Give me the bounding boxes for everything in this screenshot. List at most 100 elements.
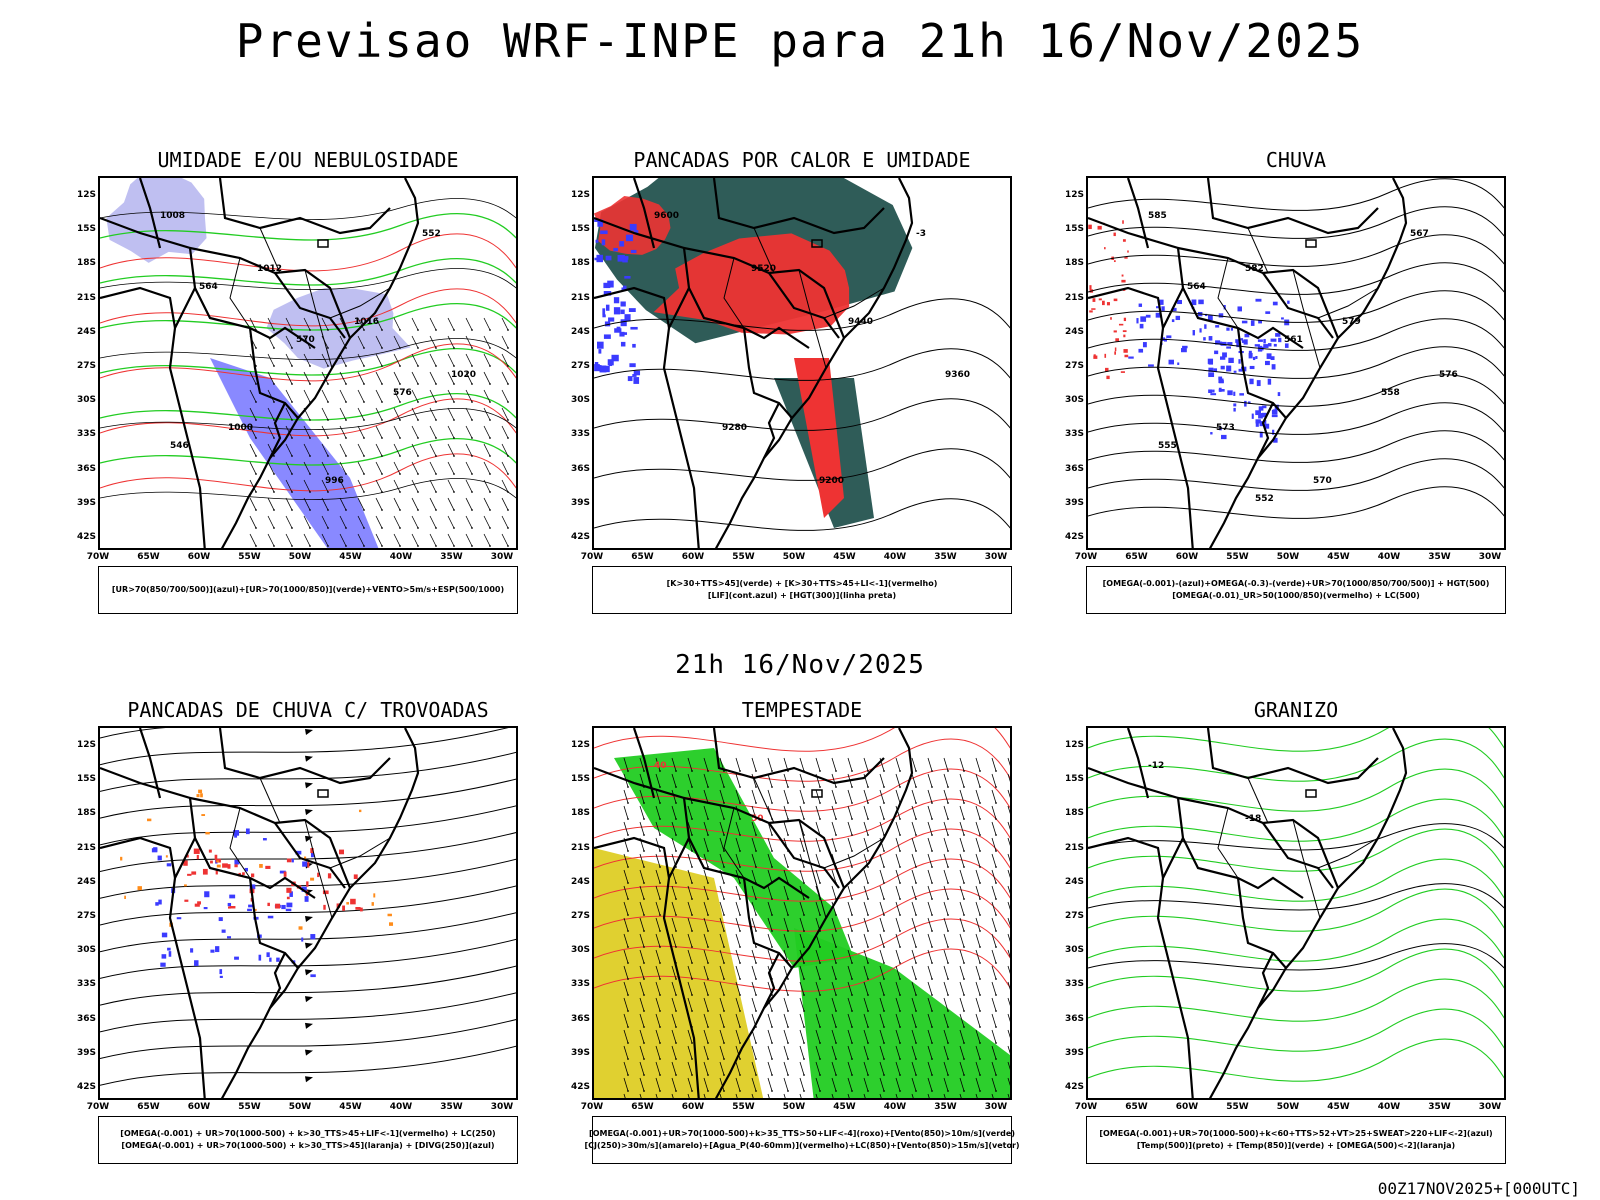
wind-vector <box>339 533 347 547</box>
green-contour <box>100 258 516 286</box>
wind-vector <box>393 479 401 493</box>
omega-blue <box>1263 344 1269 348</box>
divg-blue <box>234 956 239 960</box>
wind-vector <box>267 461 275 475</box>
omega-blue <box>1148 364 1154 367</box>
wind-vector <box>655 789 661 804</box>
thunder-red <box>342 905 346 911</box>
map-trovoadas[interactable] <box>98 726 518 1100</box>
lat-tick-label: 12S <box>1064 740 1084 750</box>
wind-vector <box>943 1013 949 1028</box>
lif-blue <box>620 301 626 307</box>
wind-vector <box>895 1045 901 1060</box>
wind-vector <box>911 869 917 884</box>
wind-vector <box>639 981 645 996</box>
contour-label: 996 <box>325 476 344 486</box>
lon-tick-label: 55W <box>1226 1102 1249 1112</box>
wind-vector <box>639 757 645 772</box>
wind-vector <box>831 789 837 804</box>
map-tempestade[interactable]: 40 50 <box>592 726 1012 1100</box>
omega-blue <box>1208 359 1213 365</box>
red-contour <box>100 453 516 492</box>
wind-vector <box>1007 1077 1010 1086</box>
thunder-orange <box>120 856 123 861</box>
wind-vector <box>639 885 645 900</box>
wind-vector <box>847 805 853 820</box>
wind-vector <box>719 885 725 900</box>
wind-vector <box>687 1045 693 1060</box>
lat-tick-label: 15S <box>1064 774 1084 785</box>
thunder-orange <box>298 926 303 930</box>
country-border <box>218 178 391 235</box>
wind-vector <box>671 1061 677 1076</box>
temp500-black <box>1088 823 1504 851</box>
wind-vector <box>767 901 773 916</box>
wind-vector <box>393 335 401 349</box>
omega-blue <box>1270 338 1277 342</box>
omega-blue <box>1239 393 1244 396</box>
lat-tick-label: 12S <box>570 740 590 750</box>
wind-vector <box>831 885 837 900</box>
wind-vector <box>285 371 293 385</box>
wind-vector <box>767 1045 773 1060</box>
omega-red <box>1114 351 1116 355</box>
wind-vector <box>639 1077 645 1092</box>
wind-vector <box>465 353 473 367</box>
wind-vector <box>501 497 509 511</box>
lon-tick-label: 65W <box>631 552 654 562</box>
country-border <box>218 728 391 785</box>
omega-blue <box>1228 357 1234 363</box>
wind-vector <box>847 1077 853 1092</box>
map-chuva[interactable]: 585 582 579 576 573 570 567 564 561 558 555 552 <box>1086 176 1506 550</box>
map-pancadas-calor[interactable]: 9600 9520 9440 9360 9280 9200 -3 <box>592 176 1012 550</box>
wind-vector <box>655 981 661 996</box>
state-border <box>1217 807 1239 879</box>
wind-vector <box>703 949 709 964</box>
omega-blue <box>1182 345 1188 349</box>
thunder-orange <box>198 789 203 794</box>
wind-vector <box>267 533 275 547</box>
omega-red <box>1121 279 1126 283</box>
omega-red <box>1093 354 1096 357</box>
wind-vector <box>655 1045 661 1060</box>
wind-vector <box>501 443 509 457</box>
wind-vector <box>285 533 293 547</box>
lon-tick-label: 50W <box>1276 552 1300 562</box>
wind-vector <box>339 479 347 493</box>
wind-vector <box>991 949 997 964</box>
wind-vector <box>267 407 275 421</box>
wind-vector <box>959 997 965 1012</box>
wind-vector <box>879 901 885 916</box>
thunder-red <box>286 896 290 900</box>
wind-vector <box>447 515 455 529</box>
wind-vector <box>815 1029 821 1044</box>
wind-vector <box>783 773 789 788</box>
wind-vector <box>959 853 965 868</box>
wind-vector <box>735 821 741 836</box>
wind-vector <box>321 461 329 475</box>
wind-vector <box>655 853 661 868</box>
omega-blue <box>1145 314 1151 318</box>
wind-vector <box>303 497 311 511</box>
omega-blue <box>1192 330 1195 336</box>
thunder-red <box>234 864 238 868</box>
wind-vector <box>483 515 491 529</box>
wind-vector <box>339 425 347 439</box>
wind-vector <box>799 917 805 932</box>
omega-blue <box>1140 316 1147 322</box>
wind-vector <box>959 821 965 836</box>
omega-blue <box>1136 318 1139 324</box>
wind-vector <box>375 353 383 367</box>
wind-vector <box>847 901 853 916</box>
map-granizo[interactable]: -12 -18 <box>1086 726 1506 1100</box>
omega-blue <box>1159 299 1164 305</box>
map-umidade[interactable]: 1008 1012 1016 1020 1000 996 552 564 570 576 546 <box>98 176 518 550</box>
wind-vector <box>687 1061 693 1076</box>
lat-tick-label: 12S <box>1064 190 1084 200</box>
wind-vector <box>831 837 837 852</box>
wind-vector <box>815 837 821 852</box>
lat-tick-label: 33S <box>1064 429 1084 440</box>
country-border <box>1088 286 1165 329</box>
wind-vector <box>719 917 725 932</box>
wind-vector <box>1007 757 1010 766</box>
